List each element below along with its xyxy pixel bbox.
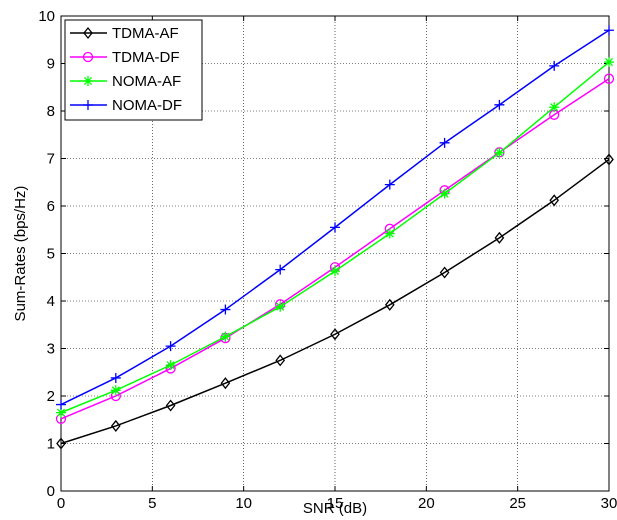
legend-diamond-marker [83, 26, 93, 40]
legend-box [64, 19, 203, 121]
x-tick-label: 25 [509, 495, 526, 512]
legend-item: TDMA-DF [70, 49, 180, 66]
tick-labels: 0 5 10 15 20 25 30 0 1 2 3 4 5 6 7 8 9 10 [38, 8, 617, 512]
data-point-diamond-marker [549, 194, 560, 207]
y-tick-label: 8 [47, 103, 55, 120]
data-point-diamond-marker [165, 399, 176, 412]
data-point-plus-marker [439, 137, 450, 148]
data-point-plus-marker [494, 99, 505, 110]
y-tick-label: 6 [47, 198, 55, 215]
data-point-plus-marker [165, 341, 176, 352]
legend-label: NOMA-AF [112, 73, 181, 90]
x-axis-label: SNR (dB) [303, 500, 367, 517]
legend-item: NOMA-DF [70, 97, 182, 114]
x-tick-label: 0 [57, 495, 65, 512]
data-point-star-marker [494, 147, 505, 158]
legend: TDMA-AF TDMA-DF NOMA-AF NOMA-DF [64, 19, 203, 121]
data-point-plus-marker [220, 304, 231, 315]
x-tick-label: 20 [418, 495, 435, 512]
y-axis-label: Sum-Rates (bps/Hz) [12, 186, 29, 322]
y-tick-label: 9 [47, 56, 55, 73]
y-tick-label: 1 [47, 436, 55, 453]
data-point-diamond-marker [494, 231, 505, 244]
x-tick-label: 30 [601, 495, 617, 512]
data-point-circle-marker [603, 73, 615, 84]
data-point-star-marker [110, 385, 121, 396]
data-point-star-marker [220, 331, 231, 342]
legend-label: TDMA-DF [112, 49, 180, 66]
series-line [60, 158, 610, 445]
series-tdma-af [56, 153, 614, 450]
legend-star-marker [83, 76, 93, 86]
series-lines [55, 25, 615, 450]
x-tick-label: 5 [148, 495, 156, 512]
data-point-diamond-marker [220, 377, 231, 390]
y-tick-label: 10 [38, 8, 55, 25]
data-point-star-marker [56, 407, 66, 418]
data-point-star-marker [275, 301, 286, 312]
legend-circle-marker [82, 51, 94, 63]
y-tick-label: 3 [47, 341, 55, 358]
y-tick-label: 4 [47, 293, 55, 310]
data-point-diamond-marker [384, 298, 395, 311]
data-point-plus-marker [275, 264, 286, 275]
data-point-plus-marker [330, 222, 340, 233]
data-point-diamond-marker [439, 266, 450, 279]
data-point-plus-marker [604, 25, 614, 36]
data-point-star-marker [384, 228, 395, 239]
x-tick-label: 10 [235, 495, 252, 512]
data-point-star-marker [439, 188, 450, 199]
y-tick-label: 5 [47, 246, 55, 263]
data-point-diamond-marker [110, 419, 121, 432]
series-noma-df [56, 25, 614, 410]
x-tick-label: 15 [327, 495, 344, 512]
legend-item: NOMA-AF [70, 73, 181, 90]
y-tick-label: 7 [47, 151, 55, 168]
data-point-star-marker [165, 360, 176, 371]
series-noma-af [56, 57, 614, 418]
data-point-star-marker [604, 57, 614, 68]
data-point-diamond-marker [330, 328, 340, 341]
data-point-diamond-marker [275, 354, 286, 367]
legend-plus-marker [83, 100, 93, 110]
legend-label: TDMA-AF [112, 25, 179, 42]
legend-label: NOMA-DF [112, 97, 182, 114]
legend-item: TDMA-AF [70, 25, 179, 42]
data-point-star-marker [549, 102, 560, 113]
data-point-plus-marker [110, 372, 121, 383]
data-point-plus-marker [56, 399, 66, 410]
data-point-star-marker [330, 266, 340, 277]
plot-area-frame [60, 15, 610, 492]
data-point-plus-marker [549, 60, 560, 71]
data-point-diamond-marker [604, 153, 614, 166]
y-tick-label: 0 [47, 483, 55, 500]
grid [60, 15, 610, 492]
data-point-diamond-marker [56, 437, 66, 450]
y-tick-label: 2 [47, 388, 55, 405]
data-point-plus-marker [384, 179, 395, 190]
